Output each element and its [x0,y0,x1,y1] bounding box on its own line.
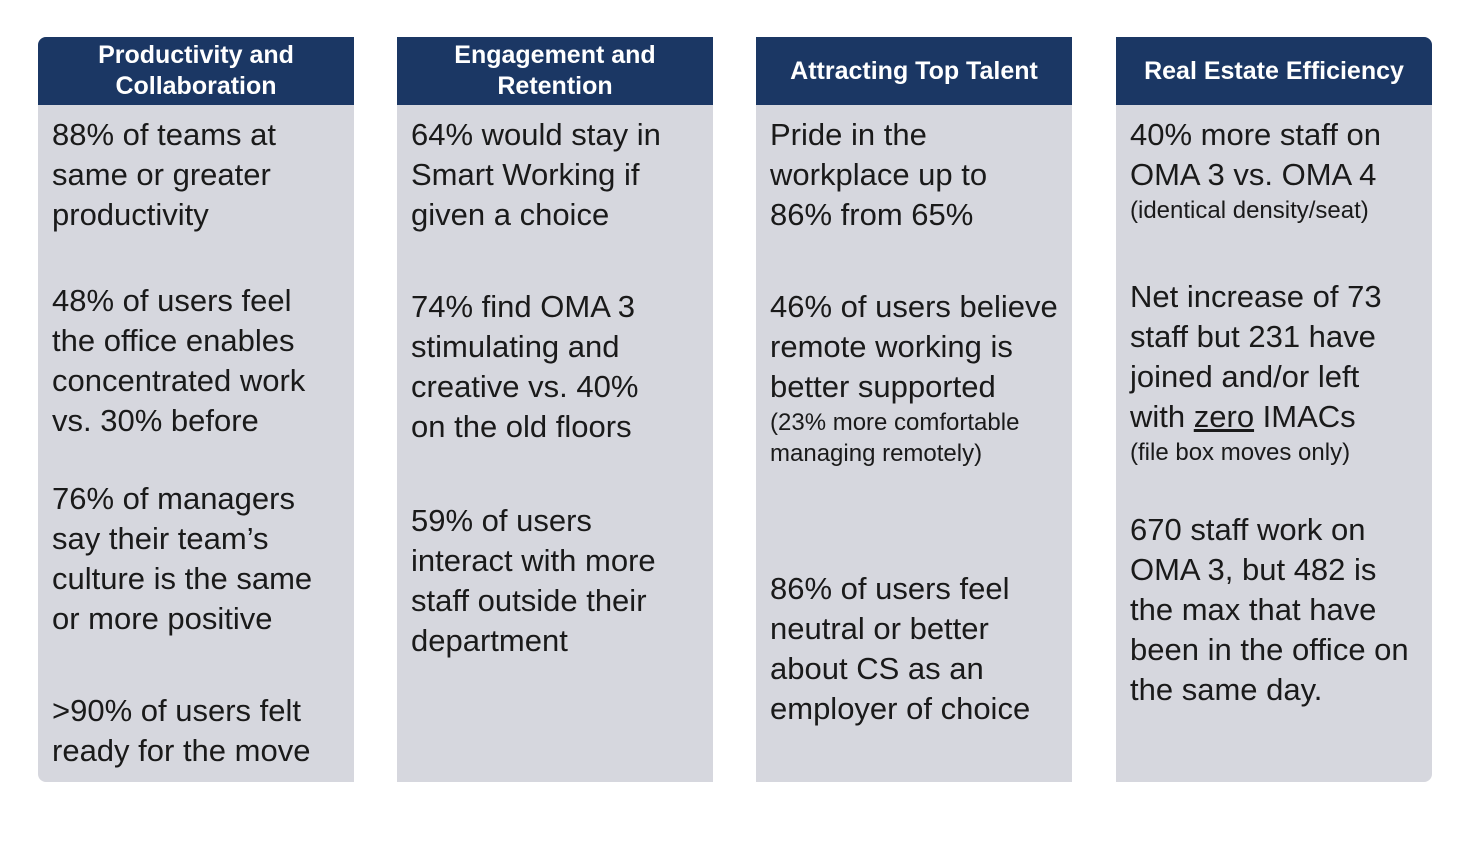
stat-item: 64% would stay in Smart Working if given… [411,115,696,235]
column-real-estate-efficiency: Real Estate Efficiency 40% more staff on… [1116,37,1432,782]
stat-text: 74% find OMA 3 stimulating and creative … [411,289,639,444]
stat-text: 670 staff work on OMA 3, but 482 is the … [1130,512,1409,707]
stat-text-emphasis: zero [1193,399,1255,434]
stat-text: 64% would stay in Smart Working if given… [411,117,661,232]
stat-text: Pride in the workplace up to 86% from 65… [770,117,988,232]
stat-text: 76% of managers say their team’s culture… [52,481,313,636]
stat-item: 59% of users interact with more staff ou… [411,501,691,661]
stat-text: 48% of users feel the office enables con… [52,283,306,438]
stat-item: 74% find OMA 3 stimulating and creative … [411,287,676,447]
stat-text: 46% of users believe remote working is b… [770,289,1058,404]
stat-text: 86% of users feel neutral or better abou… [770,571,1031,726]
stat-item: 76% of managers say their team’s culture… [52,479,342,639]
stat-text: 59% of users interact with more staff ou… [411,503,656,658]
stat-note: (23% more comfortable managing remotely) [770,409,1020,467]
stat-text-before: Net increase of 73 staff but 231 have jo… [1130,279,1382,434]
column-engagement-retention: Engagement and Retention 64% would stay … [397,37,713,782]
stat-text: >90% of users felt ready for the move [52,693,311,768]
column-header: Engagement and Retention [397,37,713,105]
stat-item: 670 staff work on OMA 3, but 482 is the … [1130,510,1425,710]
column-header: Attracting Top Talent [756,37,1072,105]
stat-item: 48% of users feel the office enables con… [52,281,337,441]
stat-item: 40% more staff on OMA 3 vs. OMA 4 (ident… [1130,115,1420,226]
stat-item: 86% of users feel neutral or better abou… [770,569,1060,729]
stat-text: 40% more staff on OMA 3 vs. OMA 4 [1130,117,1382,192]
stat-item: Net increase of 73 staff but 231 have jo… [1130,277,1420,468]
column-header: Real Estate Efficiency [1116,37,1432,105]
stat-note: (file box moves only) [1130,439,1351,466]
stat-text: 88% of teams at same or greater producti… [52,117,277,232]
column-attracting-top-talent: Attracting Top Talent Pride in the workp… [756,37,1072,782]
stat-item: >90% of users felt ready for the move [52,691,342,771]
stat-item: 88% of teams at same or greater producti… [52,115,312,235]
stat-note: (identical density/seat) [1130,197,1369,224]
column-header: Productivity and Collaboration [38,37,354,105]
stat-item: 46% of users believe remote working is b… [770,287,1060,469]
column-productivity-collaboration: Productivity and Collaboration 88% of te… [38,37,354,782]
stat-item: Pride in the workplace up to 86% from 65… [770,115,1020,235]
stat-text-after: IMACs [1254,399,1356,434]
